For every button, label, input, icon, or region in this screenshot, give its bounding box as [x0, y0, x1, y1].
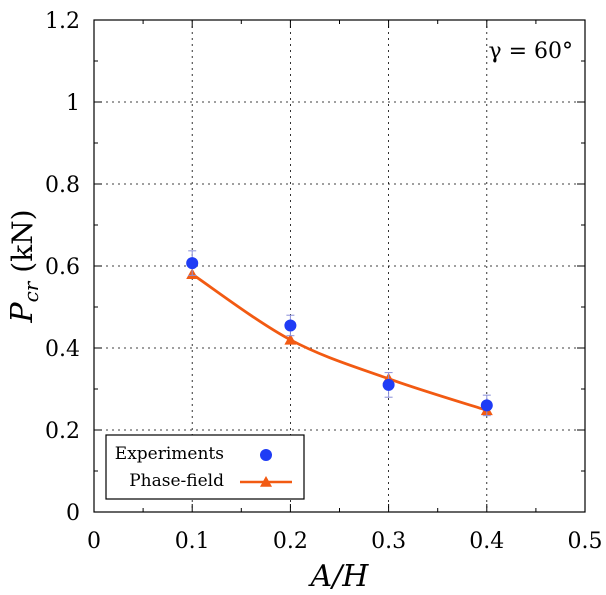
legend-label-experiments: Experiments [115, 444, 224, 464]
legend-box [105, 434, 305, 500]
legend-label-phase-field: Phase-field [129, 471, 224, 491]
experiment-point [186, 257, 199, 270]
y-tick-label: 0 [66, 501, 80, 526]
gamma-annotation: γ = 60° [488, 39, 573, 64]
y-tick-label: 0.6 [45, 255, 80, 280]
legend-marker-experiments [260, 449, 272, 461]
phase-field-curve [191, 273, 488, 412]
y-tick-label: 0.4 [45, 337, 80, 362]
phase-field-marker [284, 333, 297, 345]
experiment-point [480, 399, 493, 412]
legend-marker-phase-field [260, 476, 272, 487]
y-tick-label: 0.8 [45, 173, 80, 198]
x-axis-label: A/H [308, 559, 370, 594]
y-tick-label: 0.2 [45, 419, 80, 444]
experiment-point [382, 378, 395, 391]
x-tick-label: 0 [87, 529, 101, 554]
y-axis-label-sub: cr [19, 280, 43, 302]
y-tick-label: 1.2 [45, 9, 80, 34]
y-tick-label: 1 [66, 91, 80, 116]
y-axis-label-main: P [5, 302, 40, 324]
phase-field-series [186, 268, 493, 416]
x-tick-label: 0.1 [175, 529, 210, 554]
experiments-series [186, 250, 493, 417]
y-axis-label-unit: (kN) [6, 209, 39, 281]
legend: Experiments Phase-field [105, 434, 305, 500]
x-tick-label: 0.3 [371, 529, 406, 554]
x-tick-label: 0.2 [273, 529, 308, 554]
tick-labels: 0 0.1 0.2 0.3 0.4 0.5 0 0.2 0.4 0.6 0.8 1 1.2 [45, 9, 603, 554]
experiment-point [284, 319, 297, 332]
x-tick-label: 0.4 [469, 529, 504, 554]
x-tick-label: 0.5 [568, 529, 603, 554]
y-axis-label: Pcr (kN) [5, 209, 43, 323]
plot-frame [93, 19, 586, 513]
